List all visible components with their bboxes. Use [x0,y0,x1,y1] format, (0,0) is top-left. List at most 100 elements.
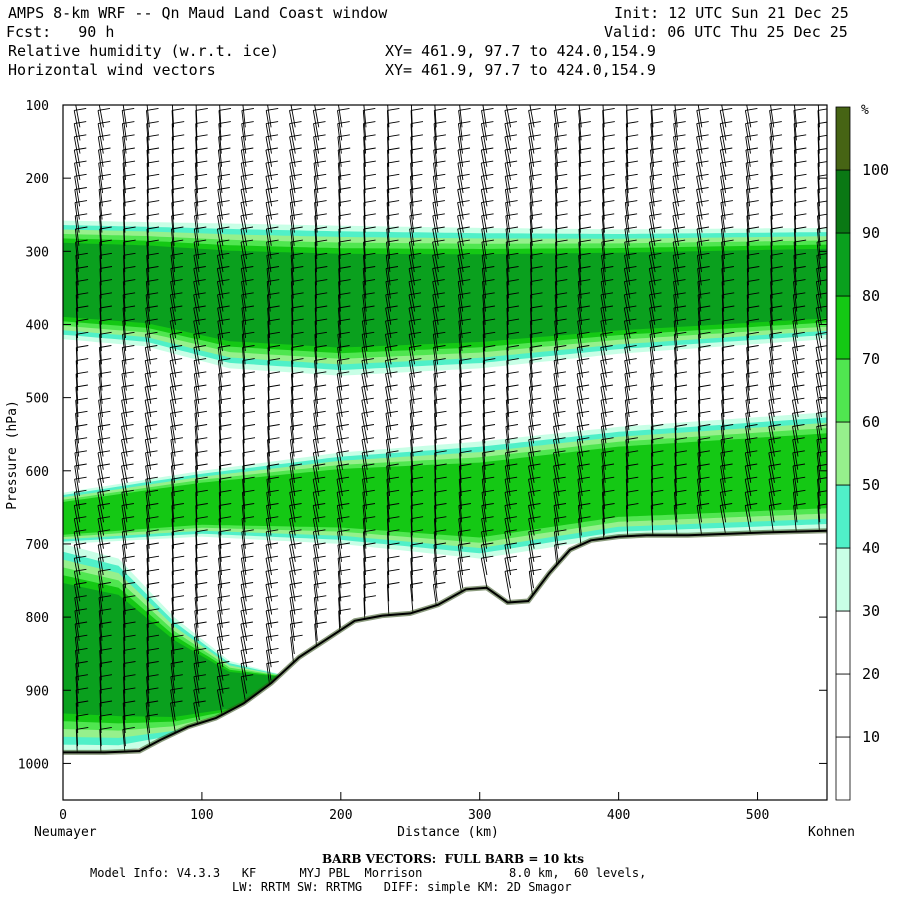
barb-shaft [505,413,510,444]
barb-shaft [217,163,223,194]
barb-shaft [432,321,439,352]
barb-shaft [649,307,656,339]
barb-shaft [601,215,606,246]
barb-shaft [720,176,726,207]
barb-flag [123,674,136,678]
barb-flag [387,542,400,546]
barb-flag [505,95,517,97]
barb-shaft [386,228,391,260]
barb-shaft [242,439,245,470]
barb-flag [483,345,496,348]
barb-shaft [528,136,535,167]
barb-shaft [73,505,81,536]
barb-flag [338,200,351,204]
barb-shaft [719,505,727,536]
barb-shaft [240,189,248,220]
barb-flag [602,160,615,164]
barb-flag [171,226,184,230]
barb-shaft [123,215,126,246]
barb-flag [506,279,519,283]
barb-flag [554,516,567,520]
barb-shaft [529,105,535,128]
barb-shaft [505,400,510,431]
barb-shaft [744,452,752,483]
barb-flag [528,410,542,414]
barb-shaft [458,531,463,562]
barb-flag [241,568,254,572]
barb-shaft [649,321,655,352]
barb-shaft [386,479,390,510]
barb-shaft [697,321,701,352]
barb-flag [626,107,639,111]
barb-shaft [289,597,296,628]
barb-shaft [673,294,679,325]
barb-flag [602,200,615,204]
barb-shaft [409,373,415,404]
barb-shaft [458,360,462,391]
barb-shaft [768,373,775,404]
barb-flag [698,331,711,335]
barb-shaft [314,347,318,378]
barb-shaft [99,242,102,273]
barb-shaft [482,413,486,444]
barb-flag [338,555,351,559]
barb-flag [674,437,688,441]
barb-flag [385,358,398,362]
barb-shaft [504,558,511,589]
barb-shaft [363,242,366,273]
barb-shaft [625,439,629,470]
barb-flag [267,318,280,322]
barb-shaft [816,452,821,483]
barb-shaft [696,189,703,220]
barb-shaft [770,215,773,246]
barb-flag [434,516,447,520]
barb-shaft [216,637,224,668]
barb-flag [218,160,231,164]
barb-shaft [650,465,654,497]
barb-shaft [530,281,533,312]
barb-shaft [410,505,413,536]
barb-shaft [410,123,413,154]
barb-flag [289,542,302,546]
barb-flag [194,213,207,217]
barb-shaft [745,386,751,418]
barb-flag [219,516,232,520]
barb-shaft [265,189,273,220]
barb-shaft [122,307,126,339]
barb-shaft [696,242,702,273]
barb-flag [578,252,591,256]
barb-shaft [385,255,391,286]
barb-flag [505,187,518,190]
barb-shaft [673,136,679,167]
barb-shaft [195,505,198,536]
barb-flag [601,437,614,441]
barb-flag [242,345,255,348]
barb-flag [792,345,805,348]
barb-flag [529,160,542,164]
barb-flag [794,239,807,243]
barb-shaft [719,163,727,194]
barb-flag [411,489,424,493]
y-tick-label: 1000 [18,757,49,772]
barb-flag [601,463,615,467]
barb-flag [265,582,278,585]
barb-shaft [123,650,126,681]
barb-shaft [602,110,605,141]
barb-flag [457,213,470,217]
barb-shaft [768,452,775,483]
barb-flag [457,266,471,269]
barb-shaft [97,426,104,457]
barb-flag [432,305,445,309]
barb-flag [289,582,302,585]
barb-shaft [721,347,724,378]
barb-shaft [817,202,821,233]
x-tick-label: 500 [746,808,769,823]
barb-shaft [99,702,102,734]
barb-shaft [146,597,149,628]
barb-shaft [649,189,655,220]
barb-shaft [698,386,701,418]
barb-shaft [769,334,774,365]
barb-flag [457,226,470,230]
barb-flag [266,476,279,480]
barb-flag [265,595,279,599]
